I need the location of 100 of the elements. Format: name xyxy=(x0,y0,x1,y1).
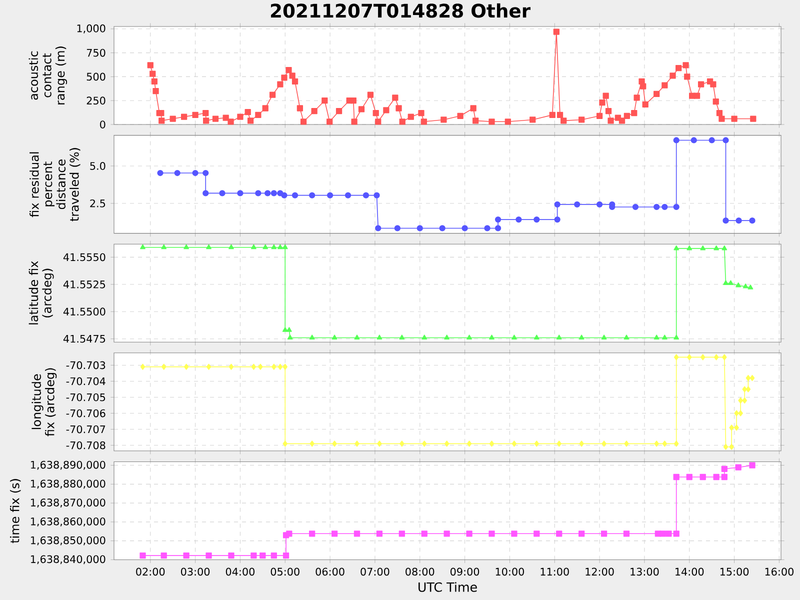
x-tick-label: 02:00 xyxy=(136,568,165,576)
point xyxy=(494,225,502,232)
point xyxy=(375,225,382,232)
x-tick-label: 16:00 xyxy=(765,568,794,576)
point xyxy=(282,364,288,370)
point xyxy=(708,137,715,144)
point xyxy=(310,440,314,447)
point xyxy=(219,190,226,196)
point xyxy=(674,354,679,360)
point xyxy=(534,334,540,340)
x-tick-label: 07:00 xyxy=(360,568,390,576)
point xyxy=(332,440,337,447)
point xyxy=(602,440,606,447)
y-tick-label: 750 xyxy=(86,48,106,57)
y-tick-label: 5.0 xyxy=(90,162,106,170)
point xyxy=(734,424,739,431)
point xyxy=(270,190,277,196)
point xyxy=(400,440,404,447)
point xyxy=(494,216,502,223)
point xyxy=(578,334,584,340)
point xyxy=(700,245,706,250)
y-tick-label: 1,638,840,000 xyxy=(31,555,106,564)
point xyxy=(654,204,660,210)
point xyxy=(742,284,748,288)
point xyxy=(206,364,212,370)
y-tick-label: 1,638,880,000 xyxy=(31,480,106,489)
y-tick-label: -70.705 xyxy=(66,393,106,402)
point xyxy=(601,334,607,340)
point xyxy=(206,244,212,250)
point xyxy=(309,192,316,198)
point xyxy=(287,334,293,340)
point xyxy=(466,440,472,447)
point xyxy=(686,354,692,360)
x-tick-label: 15:00 xyxy=(720,568,749,576)
point xyxy=(462,225,468,232)
point xyxy=(750,374,755,382)
point xyxy=(729,444,734,450)
point xyxy=(489,334,494,340)
point xyxy=(161,244,167,250)
point xyxy=(700,354,706,360)
point xyxy=(674,440,679,447)
point xyxy=(354,334,360,340)
y-tick-label: 1,000 xyxy=(77,24,106,34)
point xyxy=(662,334,668,340)
y-tick-label: -70.704 xyxy=(66,377,106,386)
point xyxy=(422,334,428,340)
point xyxy=(624,334,630,340)
point xyxy=(624,440,629,447)
chart-title: 20211207T014828 Other xyxy=(270,3,531,18)
point xyxy=(277,244,283,250)
y-tick-label: 41.5525 xyxy=(63,280,106,288)
y-tick-label: 1,638,850,000 xyxy=(31,536,106,546)
point xyxy=(723,280,728,286)
x-tick-label: 13:00 xyxy=(630,568,659,576)
point xyxy=(157,170,164,176)
point xyxy=(690,137,697,144)
y-tick-label: -70.708 xyxy=(66,441,106,450)
point xyxy=(374,192,380,198)
point xyxy=(422,440,427,447)
point xyxy=(354,440,360,447)
point xyxy=(728,280,734,286)
point xyxy=(746,386,751,392)
point xyxy=(202,170,209,176)
y-tick-label: 1,638,860,000 xyxy=(31,517,106,526)
y-tick-label: 41.5550 xyxy=(63,253,106,262)
point xyxy=(184,244,190,250)
point xyxy=(673,137,680,144)
point xyxy=(326,192,334,198)
point xyxy=(734,410,739,416)
point xyxy=(742,397,748,404)
point xyxy=(484,225,490,232)
point xyxy=(228,244,234,250)
y-tick-label: 2.5 xyxy=(90,199,106,208)
point xyxy=(416,225,423,232)
point xyxy=(662,204,668,210)
x-axis-title: UTC Time xyxy=(418,582,477,592)
y-tick-label: 500 xyxy=(86,72,106,81)
point xyxy=(292,192,298,198)
point xyxy=(736,218,742,224)
point xyxy=(258,364,263,370)
point xyxy=(749,218,756,224)
point xyxy=(444,334,450,340)
point xyxy=(344,192,352,198)
point xyxy=(534,440,540,447)
point xyxy=(516,216,522,223)
point xyxy=(202,190,209,196)
point xyxy=(271,244,277,250)
point xyxy=(534,216,540,223)
point xyxy=(282,244,288,250)
point xyxy=(399,334,405,340)
y-tick-label: -70.707 xyxy=(66,425,106,434)
point xyxy=(376,334,382,340)
y-axis-title: fix residual percent distance traveled (%) xyxy=(30,148,80,222)
point xyxy=(161,364,166,370)
point xyxy=(286,327,292,332)
point xyxy=(174,170,180,176)
point xyxy=(140,244,146,250)
point xyxy=(309,334,315,340)
point xyxy=(192,170,198,176)
point xyxy=(674,245,680,250)
